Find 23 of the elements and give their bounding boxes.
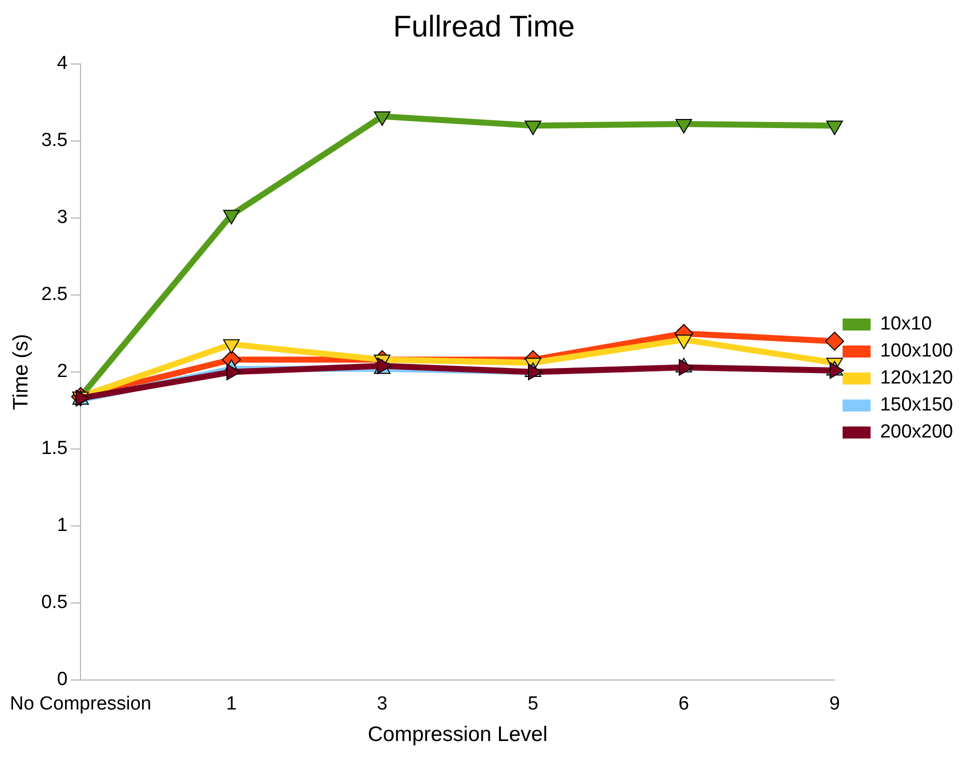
y-tick-label: 3 xyxy=(57,207,68,228)
x-axis-title: Compression Level xyxy=(368,723,548,746)
y-tick-label: 2.5 xyxy=(41,284,68,306)
x-tick-label: No Compression xyxy=(10,694,152,715)
x-tick-label: 3 xyxy=(376,694,388,715)
legend-label: 200x200 xyxy=(880,422,954,443)
y-tick-label: 1.5 xyxy=(41,438,68,460)
legend-label: 100x100 xyxy=(880,340,954,362)
y-tick-label: 3.5 xyxy=(41,130,68,152)
legend-label: 150x150 xyxy=(880,394,954,416)
x-tick-label: 5 xyxy=(528,694,538,715)
legend-label: 120x120 xyxy=(880,368,954,389)
legend-label: 10x10 xyxy=(880,314,932,335)
y-axis-title: Time (s) xyxy=(9,334,32,410)
x-tick-label: 6 xyxy=(678,694,690,715)
chart-title: Fullread Time xyxy=(393,10,575,44)
x-tick-label: 9 xyxy=(829,694,840,715)
y-tick-label: 0.5 xyxy=(41,592,68,614)
y-tick-label: 0 xyxy=(57,669,68,690)
y-tick-label: 1 xyxy=(57,515,68,536)
x-tick-label: 1 xyxy=(226,694,237,715)
y-tick-label: 2 xyxy=(57,361,68,382)
y-tick-label: 4 xyxy=(57,53,68,74)
